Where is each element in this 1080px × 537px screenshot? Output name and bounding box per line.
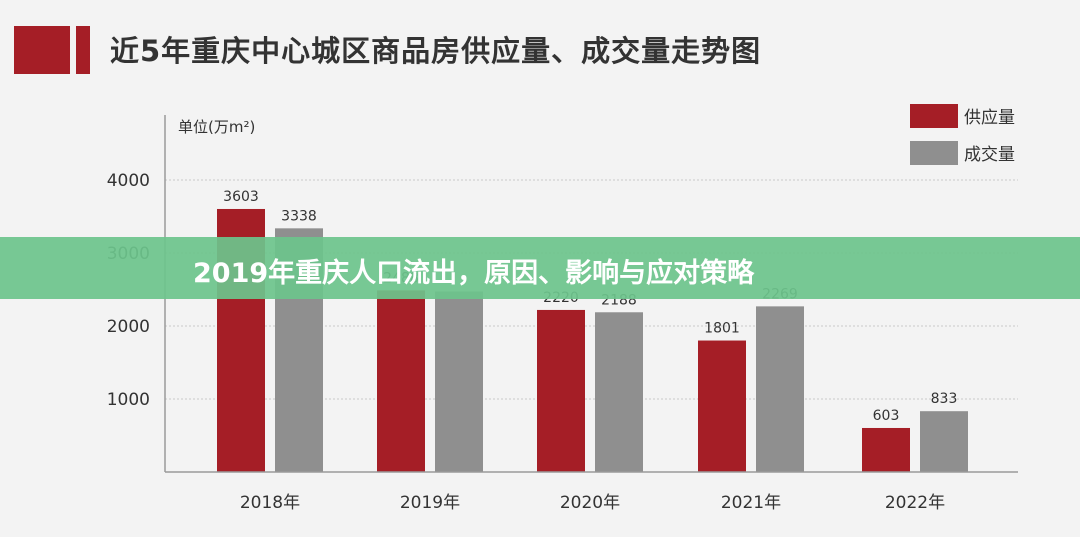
y-tick-2000: 2000	[107, 317, 150, 337]
headline-banner: 2019年重庆人口流出，原因、影响与应对策略	[0, 237, 1080, 299]
x-tick-2018年: 2018年	[240, 493, 300, 513]
legend-label-deal: 成交量	[964, 145, 1015, 165]
title-block-large	[14, 26, 70, 74]
y-axis-label: 单位(万m²)	[178, 118, 255, 136]
y-tick-4000: 4000	[107, 171, 150, 191]
page-title: 近5年重庆中心城区商品房供应量、成交量走势图	[110, 34, 762, 68]
legend-swatch-deal	[910, 141, 958, 165]
bar-deal-2021年	[756, 306, 804, 472]
legend-label-supply: 供应量	[964, 108, 1015, 128]
bar-supply-2022年	[862, 427, 910, 472]
data-label-supply-2021年: 1801	[704, 321, 740, 337]
bar-deal-2022年	[920, 411, 968, 472]
title-decoration	[14, 26, 92, 74]
data-label-supply-2018年: 3603	[223, 189, 259, 205]
x-tick-2020年: 2020年	[560, 493, 620, 513]
bar-supply-2019年	[377, 290, 425, 472]
x-tick-2019年: 2019年	[400, 493, 460, 513]
x-tick-2022年: 2022年	[885, 493, 945, 513]
bar-deal-2019年	[435, 291, 483, 472]
y-tick-1000: 1000	[107, 390, 150, 410]
legend-swatch-supply	[910, 104, 958, 128]
headline-text: 2019年重庆人口流出，原因、影响与应对策略	[193, 258, 755, 289]
bar-supply-2021年	[698, 340, 746, 472]
data-label-deal-2022年: 833	[931, 391, 958, 407]
bar-supply-2020年	[537, 309, 585, 472]
bar-deal-2020年	[595, 312, 643, 472]
title-block-small	[76, 26, 90, 74]
data-label-deal-2018年: 3338	[281, 208, 317, 224]
data-label-supply-2022年: 603	[873, 408, 900, 424]
x-tick-2021年: 2021年	[721, 493, 781, 513]
